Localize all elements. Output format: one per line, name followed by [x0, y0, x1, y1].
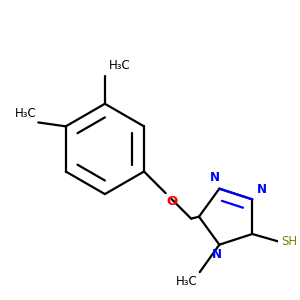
- Text: SH: SH: [282, 235, 298, 248]
- Text: H₃C: H₃C: [176, 275, 198, 288]
- Text: N: N: [212, 248, 222, 261]
- Text: H₃C: H₃C: [109, 59, 130, 72]
- Text: N: N: [210, 171, 220, 184]
- Text: H₃C: H₃C: [15, 107, 36, 121]
- Text: O: O: [167, 195, 178, 208]
- Text: N: N: [257, 183, 267, 196]
